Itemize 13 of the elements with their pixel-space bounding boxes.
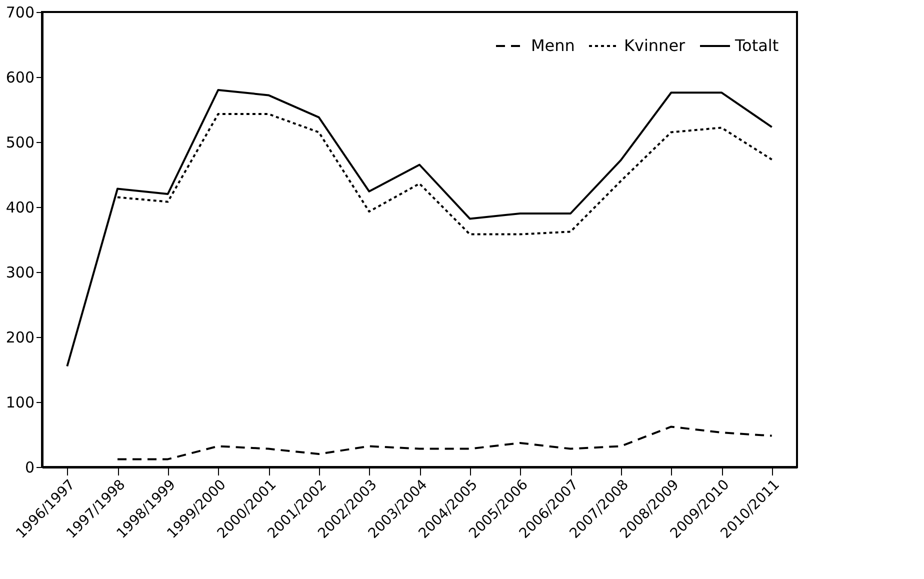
y-tick-label: 200: [6, 328, 34, 346]
legend-label: Totalt: [734, 36, 779, 55]
legend-label: Kvinner: [624, 36, 686, 55]
y-tick-label: 100: [6, 394, 34, 412]
line-series: [66, 89, 773, 368]
legend-label: Menn: [531, 36, 575, 55]
y-tick-label: 400: [6, 198, 34, 216]
y-tick-label: 300: [6, 264, 34, 282]
y-tick-label: 0: [24, 458, 34, 476]
line-series: [116, 426, 773, 460]
y-tick-label: 600: [6, 68, 34, 86]
y-tick-label: 700: [6, 4, 34, 22]
y-tick-label: 500: [6, 134, 34, 152]
